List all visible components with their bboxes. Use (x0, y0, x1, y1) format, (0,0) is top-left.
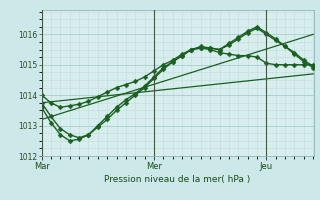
X-axis label: Pression niveau de la mer( hPa ): Pression niveau de la mer( hPa ) (104, 175, 251, 184)
